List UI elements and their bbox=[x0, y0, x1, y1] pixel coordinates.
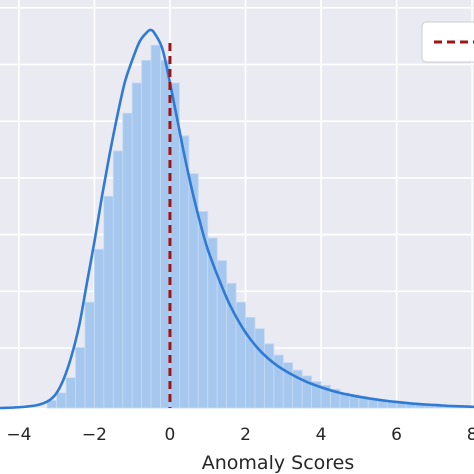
histogram-bar bbox=[150, 44, 161, 409]
histogram-bar bbox=[131, 82, 143, 409]
histogram-bar bbox=[112, 150, 124, 409]
x-tick-label: 4 bbox=[316, 425, 327, 445]
x-tick-label: 8 bbox=[467, 425, 474, 445]
histogram-bar bbox=[75, 347, 86, 409]
histogram-bar bbox=[179, 135, 190, 409]
histogram-bar bbox=[94, 248, 105, 409]
histogram-bar bbox=[65, 377, 76, 409]
histogram-bar bbox=[254, 328, 265, 409]
histogram-bar bbox=[141, 59, 152, 409]
x-tick-labels: −4 −2 0 2 4 6 8 bbox=[6, 425, 474, 445]
x-axis-title: Anomaly Scores bbox=[202, 452, 355, 474]
histogram-bar bbox=[245, 316, 256, 409]
x-tick-label: 2 bbox=[240, 425, 251, 445]
histogram-bar bbox=[122, 112, 133, 409]
x-tick-label: 0 bbox=[165, 425, 176, 445]
histogram-bar bbox=[84, 301, 95, 409]
legend bbox=[421, 21, 474, 63]
histogram-bar bbox=[263, 343, 275, 409]
x-tick-label: 6 bbox=[391, 425, 402, 445]
histogram-bars bbox=[46, 44, 473, 409]
x-tick-label: −4 bbox=[6, 425, 31, 445]
histogram-bar bbox=[216, 260, 228, 409]
x-tick-label: −2 bbox=[82, 425, 107, 445]
kde-curve bbox=[0, 28, 474, 410]
histogram-bar bbox=[56, 392, 67, 409]
histogram-bar bbox=[103, 195, 114, 409]
